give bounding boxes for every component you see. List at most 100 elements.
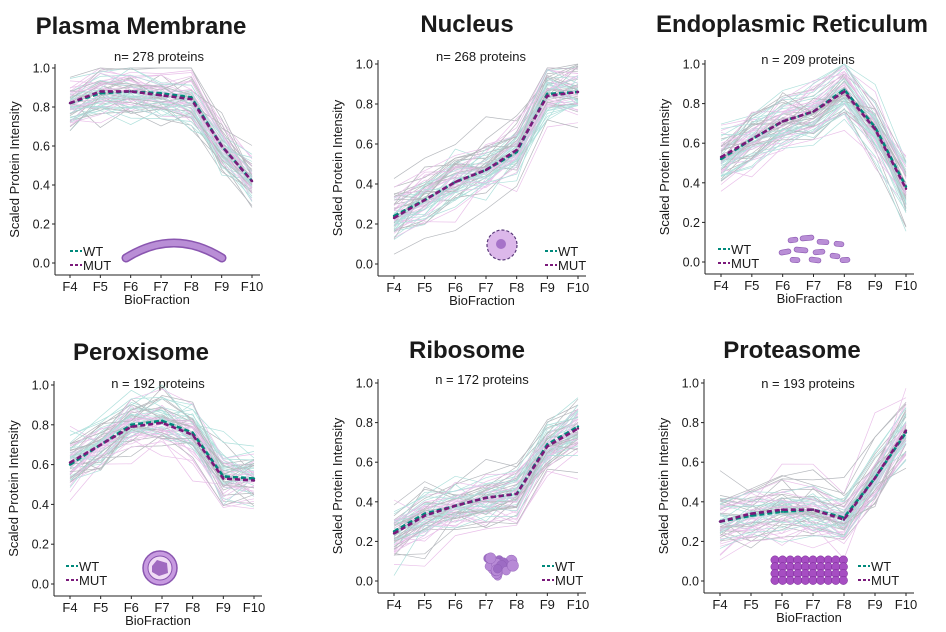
y-tick-label: 0.4 [683, 176, 700, 190]
series-point-mut [842, 518, 846, 521]
er-tubule [778, 248, 792, 256]
x-tick-label: F9 [868, 278, 883, 293]
protein-trace [719, 407, 907, 504]
er-tubule [808, 256, 822, 264]
x-tick-label: F5 [417, 597, 432, 612]
x-tick-label: F7 [154, 600, 169, 615]
series-point-mut [843, 90, 846, 93]
x-tick-label: F7 [806, 278, 821, 293]
protein-trace [393, 81, 579, 214]
series-point-mut [423, 514, 426, 517]
x-tick-label: F10 [895, 597, 917, 612]
protein-trace [393, 75, 579, 220]
series-point-mut [811, 508, 815, 511]
y-tick-label: 0.8 [32, 418, 49, 432]
protein-trace [393, 455, 579, 576]
protein-trace [393, 92, 579, 210]
x-tick-label: F4 [386, 280, 401, 295]
legend-label-wt: WT [731, 242, 751, 257]
x-tick-label: F10 [895, 278, 917, 293]
x-tick-label: F4 [62, 600, 77, 615]
x-tick-label: F10 [241, 279, 263, 294]
protein-trace [719, 425, 907, 529]
protein-trace [69, 418, 255, 483]
series-point-wt [160, 419, 164, 423]
protein-traces [69, 67, 253, 208]
protein-trace [719, 397, 907, 511]
series-point-wt [252, 477, 256, 480]
protein-trace [720, 86, 907, 170]
membrane-fill [123, 240, 225, 261]
chart-panel-5: Ribosome n = 172 proteins 0.0 0.2 0.4 0.6 0.8 1… [330, 337, 589, 612]
series-point-wt [99, 92, 102, 95]
series-point-mut [99, 443, 102, 446]
er-tubule [789, 257, 801, 263]
proteasome-subunit [778, 575, 788, 585]
y-tick-label: 0.0 [682, 575, 699, 589]
legend-label-wt: WT [871, 559, 891, 574]
y-tick-label: 0.8 [356, 416, 373, 430]
series-point-mut [904, 429, 908, 432]
series-point-mut [873, 476, 877, 480]
x-tick-label: F9 [867, 597, 882, 612]
protein-trace [393, 436, 579, 560]
x-tick-label: F4 [386, 597, 401, 612]
y-tick-label: 0.0 [356, 575, 373, 589]
protein-trace [720, 75, 907, 189]
er-tubule [793, 246, 809, 254]
protein-trace [720, 86, 907, 187]
legend-label-mut: MUT [79, 573, 107, 588]
protein-trace [69, 106, 253, 186]
legend-label-wt: WT [555, 559, 575, 574]
x-axis-label: BioFraction [776, 610, 842, 625]
y-tick-label: 0.4 [682, 495, 699, 509]
x-tick-label: F8 [184, 279, 199, 294]
protein-trace [393, 447, 579, 542]
protein-trace [393, 427, 579, 529]
x-tick-label: F7 [478, 597, 493, 612]
protein-trace [69, 417, 255, 476]
protein-trace [719, 423, 907, 530]
y-tick-label: 0.8 [683, 97, 700, 111]
protein-trace [393, 85, 579, 229]
x-tick-label: F9 [540, 597, 555, 612]
protein-trace [719, 459, 907, 549]
legend-label-mut: MUT [555, 573, 583, 588]
protein-trace [720, 65, 907, 158]
series-point-mut [191, 433, 194, 436]
y-tick-label: 0.4 [356, 495, 373, 509]
er-tubule [787, 236, 799, 244]
protein-trace [69, 76, 253, 172]
x-tick-label: F10 [243, 600, 265, 615]
series-point-mut [749, 512, 753, 515]
protein-trace [393, 398, 579, 521]
protein-trace [393, 75, 579, 198]
protein-trace [393, 468, 579, 556]
proteasome-subunit [831, 575, 841, 585]
protein-trace [393, 89, 579, 221]
protein-trace [720, 98, 907, 173]
protein-trace [393, 67, 579, 205]
y-axis-label: Scaled Protein Intensity [6, 420, 21, 557]
proteasome-subunit [838, 575, 848, 585]
x-tick-label: F6 [448, 597, 463, 612]
x-tick-label: F9 [214, 279, 229, 294]
protein-trace [393, 87, 579, 227]
series-point-wt [843, 88, 846, 91]
x-axis-label: BioFraction [449, 293, 515, 308]
protein-trace [720, 67, 907, 165]
series-point-mut [904, 187, 908, 190]
protein-trace [69, 107, 253, 189]
x-tick-label: F7 [805, 597, 820, 612]
x-tick-label: F10 [567, 280, 589, 295]
y-tick-label: 0.4 [356, 178, 373, 192]
protein-trace [720, 111, 907, 212]
protein-trace [393, 105, 579, 225]
protein-trace [719, 409, 907, 505]
y-tick-label: 1.0 [356, 58, 373, 72]
y-tick-label: 0.2 [356, 535, 373, 549]
protein-trace [393, 105, 579, 234]
